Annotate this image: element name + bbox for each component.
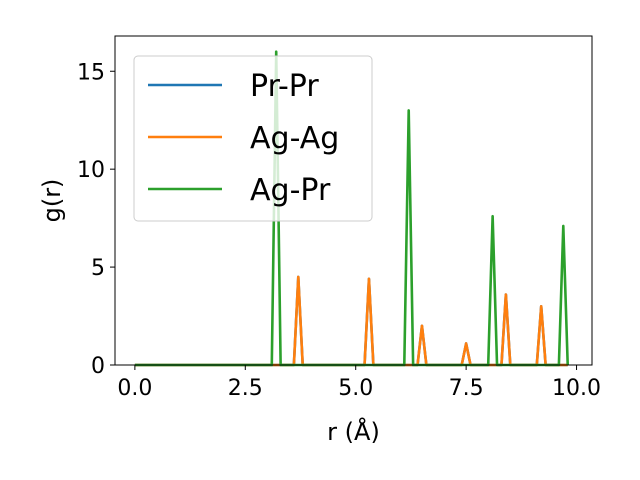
y-tick-label: 0 [91, 354, 105, 379]
x-tick-label: 7.5 [449, 376, 484, 401]
y-axis: 0 5 10 15 [77, 60, 115, 379]
y-tick-label: 15 [77, 60, 105, 85]
x-tick-label: 5.0 [338, 376, 373, 401]
plot-frame [114, 35, 593, 366]
legend-label: Pr-Pr [250, 69, 319, 104]
x-tick-label: 0.0 [117, 376, 152, 401]
x-tick-label: 2.5 [228, 376, 263, 401]
y-tick-label: 5 [91, 256, 105, 281]
y-axis-label: g(r) [38, 179, 66, 223]
legend: Pr-Pr Ag-Ag Ag-Pr [133, 55, 373, 222]
legend-label: Ag-Ag [250, 121, 339, 156]
x-tick-label: 10.0 [552, 376, 601, 401]
x-axis-label: r (Å) [327, 417, 380, 446]
legend-label: Ag-Pr [250, 173, 331, 208]
legend-box [133, 55, 373, 222]
y-tick-label: 10 [77, 158, 105, 183]
x-axis: 0.0 2.5 5.0 7.5 10.0 [117, 365, 601, 401]
